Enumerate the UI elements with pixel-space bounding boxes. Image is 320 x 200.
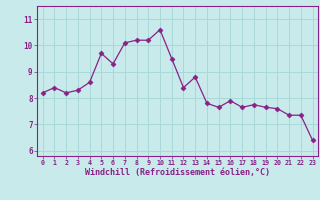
X-axis label: Windchill (Refroidissement éolien,°C): Windchill (Refroidissement éolien,°C) (85, 168, 270, 177)
